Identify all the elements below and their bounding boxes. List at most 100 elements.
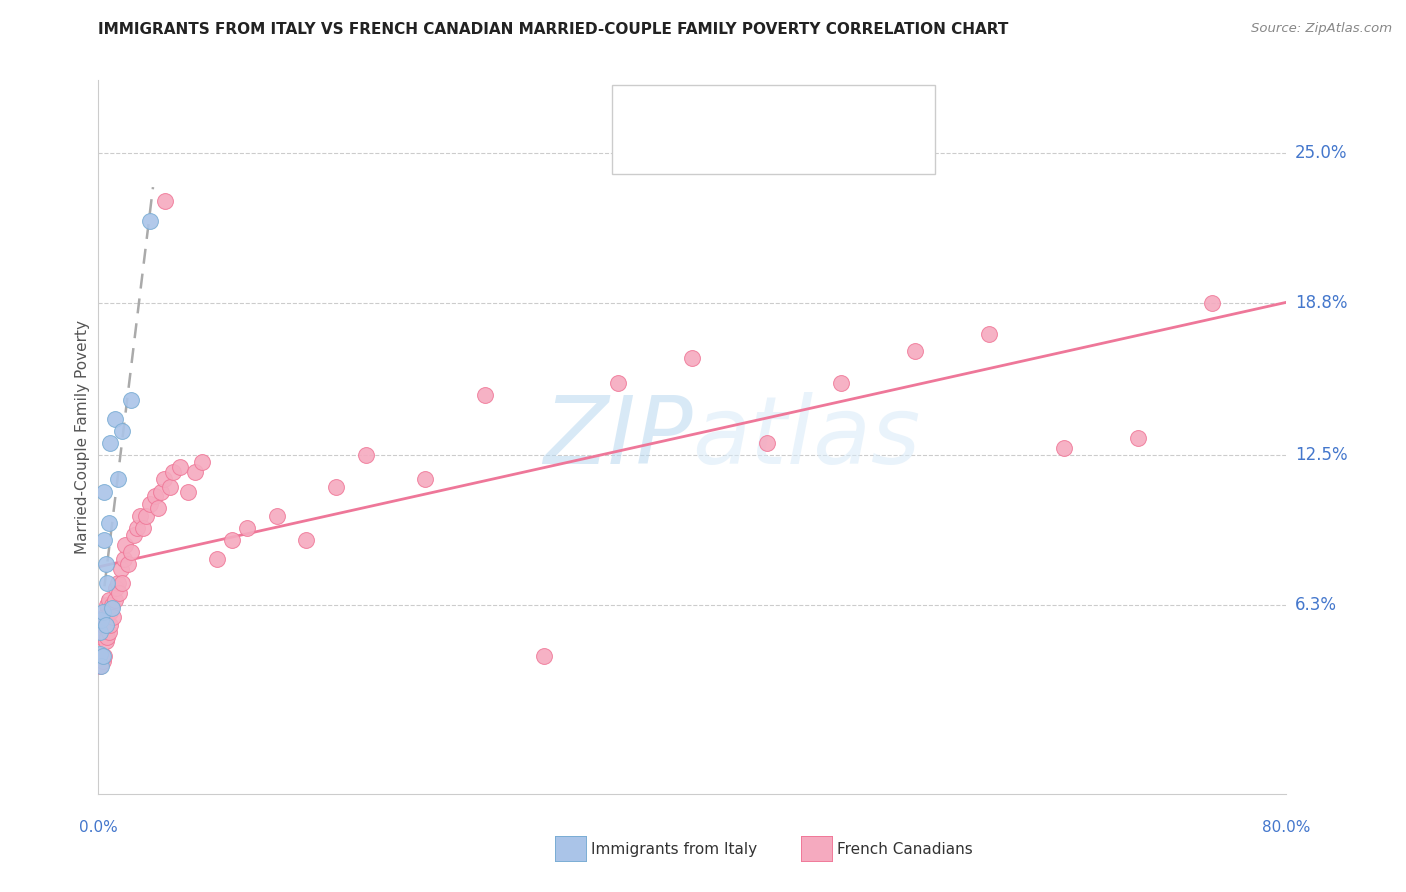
Point [162, 465, 184, 479]
Point [89, 624, 111, 639]
Text: R =: R = [668, 97, 704, 115]
Point [354, 448, 377, 462]
Point [533, 648, 555, 663]
Point [93, 610, 115, 624]
Text: IMMIGRANTS FROM ITALY VS FRENCH CANADIAN MARRIED-COUPLE FAMILY POVERTY CORRELATI: IMMIGRANTS FROM ITALY VS FRENCH CANADIAN… [98, 22, 1008, 37]
Point [98, 606, 121, 620]
Point [474, 388, 496, 402]
Text: 0.555: 0.555 [707, 139, 759, 157]
Point [94, 617, 117, 632]
Text: 63: 63 [825, 139, 848, 157]
Point [979, 327, 1001, 342]
Text: Immigrants from Italy: Immigrants from Italy [591, 842, 756, 856]
Text: 19: 19 [825, 97, 848, 115]
Point [681, 351, 703, 366]
Point [413, 472, 436, 486]
Point [135, 508, 157, 523]
Text: 80.0%: 80.0% [1263, 821, 1310, 835]
Point [205, 552, 228, 566]
Point [117, 557, 139, 571]
Point [104, 593, 127, 607]
Point [176, 484, 198, 499]
Point [114, 538, 136, 552]
Point [97, 593, 120, 607]
Point [89, 647, 111, 661]
Point [129, 508, 152, 523]
Point [111, 576, 134, 591]
Point [108, 586, 131, 600]
Point [1126, 431, 1149, 445]
Text: atlas: atlas [692, 392, 921, 483]
Point [149, 484, 172, 499]
Point [221, 533, 243, 547]
Point [101, 598, 124, 612]
Point [94, 634, 117, 648]
Point [90, 658, 112, 673]
Point [105, 581, 128, 595]
Point [93, 533, 115, 547]
Point [93, 484, 115, 499]
Text: 12.5%: 12.5% [1295, 446, 1347, 464]
Point [1201, 295, 1223, 310]
Point [98, 617, 121, 632]
Point [191, 455, 214, 469]
Point [184, 465, 207, 479]
Point [122, 528, 145, 542]
Point [90, 613, 112, 627]
Text: R =: R = [668, 139, 704, 157]
Point [96, 576, 118, 591]
Point [91, 648, 114, 663]
Point [89, 658, 111, 673]
Point [125, 521, 148, 535]
Point [104, 412, 127, 426]
Point [755, 436, 778, 450]
Y-axis label: Married-Couple Family Poverty: Married-Couple Family Poverty [75, 320, 90, 554]
Point [97, 624, 120, 639]
Point [159, 480, 181, 494]
Point [120, 392, 142, 407]
Point [94, 557, 117, 571]
Point [607, 376, 630, 390]
Point [139, 213, 162, 227]
Point [107, 576, 129, 591]
Point [93, 648, 115, 663]
Point [91, 606, 114, 620]
Point [90, 648, 112, 663]
Point [94, 617, 117, 632]
Point [97, 516, 120, 530]
Point [132, 521, 155, 535]
Point [325, 480, 347, 494]
Point [103, 610, 125, 624]
Point [904, 344, 927, 359]
Text: French Canadians: French Canadians [837, 842, 973, 856]
Point [830, 376, 852, 390]
Point [169, 460, 191, 475]
Point [143, 489, 166, 503]
Point [91, 654, 114, 668]
Point [90, 630, 112, 644]
Point [111, 424, 134, 438]
Point [96, 598, 118, 612]
Point [152, 472, 174, 486]
Point [295, 533, 318, 547]
Point [266, 508, 288, 523]
Point [107, 472, 129, 486]
Point [101, 600, 124, 615]
Text: 25.0%: 25.0% [1295, 144, 1347, 161]
Point [1053, 441, 1076, 455]
Point [96, 630, 118, 644]
Point [120, 545, 142, 559]
Point [146, 501, 169, 516]
Text: N =: N = [775, 139, 823, 157]
Point [98, 436, 121, 450]
Text: 18.8%: 18.8% [1295, 293, 1347, 312]
Text: Source: ZipAtlas.com: Source: ZipAtlas.com [1251, 22, 1392, 36]
Point [155, 194, 177, 209]
Point [110, 562, 132, 576]
Text: ZIP: ZIP [543, 392, 692, 483]
Point [236, 521, 259, 535]
Text: 6.3%: 6.3% [1295, 596, 1337, 615]
Point [139, 497, 162, 511]
Text: 0.0%: 0.0% [79, 821, 118, 835]
Point [112, 552, 135, 566]
